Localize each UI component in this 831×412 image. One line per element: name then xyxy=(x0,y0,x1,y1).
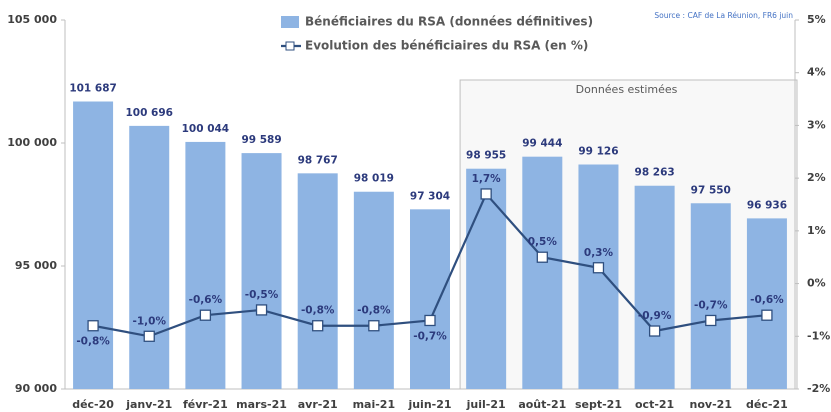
line-marker xyxy=(87,320,99,332)
x-tick-label: févr-21 xyxy=(183,398,228,411)
line-marker xyxy=(648,325,661,337)
estimated-region xyxy=(459,79,798,390)
line-marker xyxy=(312,320,324,332)
y2-tick-label: 2% xyxy=(807,171,826,184)
y-tick-label: 100 000 xyxy=(7,136,57,149)
line-marker xyxy=(199,309,212,321)
bar-value-label: 100 696 xyxy=(125,107,173,119)
bar-value-label: 99 444 xyxy=(522,138,562,150)
line-value-label: 1,7% xyxy=(472,173,502,185)
bar xyxy=(185,141,226,389)
line-marker xyxy=(761,309,773,321)
line-value-label: -0,6% xyxy=(750,294,784,306)
x-tick-label: sept-21 xyxy=(575,398,622,411)
line-marker xyxy=(368,320,380,332)
bar-value-label: 97 304 xyxy=(410,190,450,202)
x-tick-label: nov-21 xyxy=(690,398,732,411)
y2-tick-label: 1% xyxy=(807,224,826,237)
bar xyxy=(241,153,282,389)
bar-value-label: 98 263 xyxy=(635,167,675,179)
source: Source : CAF de La Réunion, FR6 juin xyxy=(654,11,793,20)
bar xyxy=(634,185,675,389)
bar xyxy=(129,125,170,389)
line-marker xyxy=(592,262,605,274)
x-tick-label: mars-21 xyxy=(236,398,287,411)
line-marker xyxy=(480,188,492,200)
legend-label: Evolution des bénéficiaires du RSA (en %… xyxy=(305,39,588,53)
line-value-label: -0,5% xyxy=(245,289,279,301)
y2-tick-label: 4% xyxy=(807,66,826,79)
line-value-label: -0,7% xyxy=(413,330,447,342)
bar-value-label: 96 936 xyxy=(747,199,787,211)
y2-tick-label: 0% xyxy=(807,277,826,290)
line-marker xyxy=(536,251,548,263)
line-value-label: -0,8% xyxy=(301,305,335,317)
bar-value-label: 98 955 xyxy=(466,150,506,162)
x-tick-label: juin-21 xyxy=(407,398,451,411)
x-tick-label: déc-20 xyxy=(72,398,114,411)
bar-value-label: 99 126 xyxy=(578,146,618,158)
bar-value-label: 99 589 xyxy=(241,134,281,146)
bar xyxy=(466,168,507,389)
y2-tick-label: -2% xyxy=(807,382,830,395)
bar-value-label: 98 767 xyxy=(298,154,338,166)
line-marker xyxy=(424,314,436,327)
legend-swatch xyxy=(281,16,299,28)
bar xyxy=(522,156,563,389)
bar xyxy=(73,101,114,389)
line-marker xyxy=(255,304,268,316)
x-tick-label: août-21 xyxy=(518,398,566,411)
y-tick-label: 105 000 xyxy=(7,13,57,26)
x-tick-label: mai-21 xyxy=(353,398,396,411)
bar xyxy=(410,209,450,389)
x-tick-label: janv-21 xyxy=(125,398,172,411)
line-value-label: -0,7% xyxy=(694,299,728,311)
line-marker xyxy=(143,330,155,342)
line-value-label: -1,0% xyxy=(132,315,166,327)
x-tick-label: oct-21 xyxy=(635,398,674,411)
legend-marker xyxy=(285,41,295,51)
line-value-label: 0,5% xyxy=(528,236,558,248)
bar-value-label: 100 044 xyxy=(182,123,230,135)
x-tick-label: juil-21 xyxy=(466,398,506,411)
line-value-label: -0,9% xyxy=(638,310,672,322)
annotation: Données estimées xyxy=(576,83,678,96)
y-tick-label: 90 000 xyxy=(15,382,57,395)
line-value-label: -0,8% xyxy=(357,305,391,317)
bar xyxy=(353,191,394,389)
y2-tick-label: -1% xyxy=(807,329,830,342)
y2-tick-label: 5% xyxy=(807,13,826,26)
y-tick-label: 95 000 xyxy=(15,259,57,272)
bar xyxy=(578,164,619,389)
x-tick-label: avr-21 xyxy=(298,398,338,411)
line-marker xyxy=(705,314,717,327)
bar-value-label: 101 687 xyxy=(69,82,117,94)
bar xyxy=(690,203,731,389)
line-value-label: 0,3% xyxy=(584,247,614,259)
bar xyxy=(297,173,338,389)
y2-tick-label: 3% xyxy=(807,118,826,131)
bar-value-label: 97 550 xyxy=(691,184,731,196)
line-value-label: -0,8% xyxy=(76,336,110,348)
x-tick-label: déc-21 xyxy=(746,398,788,411)
line-value-label: -0,6% xyxy=(189,294,223,306)
bar xyxy=(746,218,787,389)
legend-label: Bénéficiaires du RSA (données définitive… xyxy=(305,15,593,29)
bar-value-label: 98 019 xyxy=(354,173,394,185)
